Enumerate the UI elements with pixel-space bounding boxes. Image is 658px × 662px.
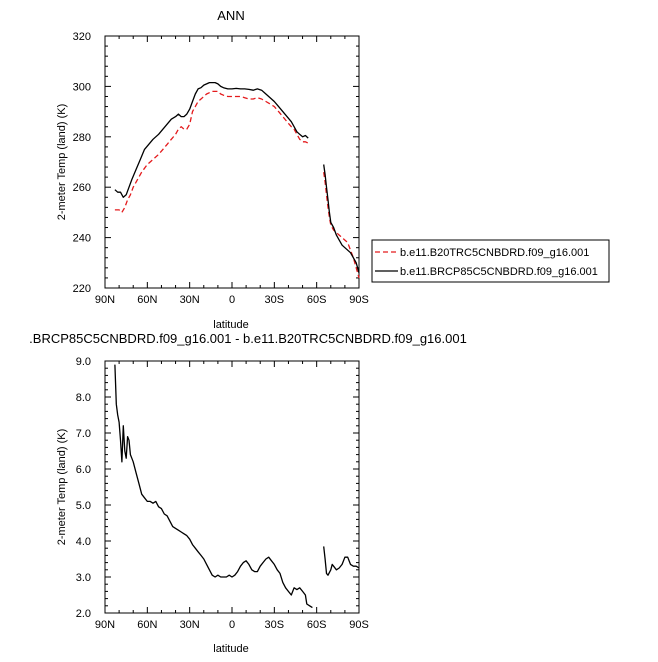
panel1-ticks: 90N 60N 30N 0 30S 60S 90S 220 240 260 280 300 320 <box>73 31 369 306</box>
panel2-ticks: 90N 60N 30N 0 30S 60S 90S 2.0 3.0 4.0 5.0 6.0 7.0 8.0… <box>76 356 369 631</box>
panel1-series-0-line <box>323 172 360 279</box>
panel2-series-0-line <box>114 364 313 609</box>
panel1-series-1-line <box>114 81 309 198</box>
panel2-x-tick-label: 60N <box>137 619 157 631</box>
panel2-y-tick-label: 6.0 <box>76 464 91 476</box>
panel1-x-tick-label: 60S <box>307 294 327 306</box>
panel2-y-tick-label: 3.0 <box>76 572 91 584</box>
panel1-title: ANN <box>217 8 244 23</box>
panel-annual-temperature: ANN 90N 60N 30N 0 30S 60S 90S 220 240 260 280 300 32… <box>56 8 610 331</box>
panel-temperature-difference: .BRCP85C5CNBDRD.f09_g16.001 - b.e11.B20T… <box>29 331 467 655</box>
panel1-x-tick-label: 0 <box>229 294 235 306</box>
panel1-x-tick-label: 30N <box>180 294 200 306</box>
panel1-x-axis-label: latitude <box>213 319 248 331</box>
panel1-x-tick-label: 60N <box>137 294 157 306</box>
panel2-y-tick-label: 8.0 <box>76 392 91 404</box>
panel2-title: .BRCP85C5CNBDRD.f09_g16.001 - b.e11.B20T… <box>29 331 467 346</box>
panel1-y-tick-label: 240 <box>73 233 91 245</box>
panel2-y-tick-label: 5.0 <box>76 500 91 512</box>
panel1-plot-frame <box>104 35 360 289</box>
panel1-series-1-line <box>323 164 360 274</box>
legend-label-rcp85: b.e11.BRCP85C5CNBDRD.f09_g16.001 <box>400 266 598 278</box>
panel2-x-tick-label: 90N <box>95 619 115 631</box>
panel2-y-tick-label: 4.0 <box>76 536 91 548</box>
panel1-x-tick-label: 30S <box>265 294 285 306</box>
panel2-y-axis-label: 2-meter Temp (land) (K) <box>56 429 68 546</box>
panel1-legend: b.e11.B20TRC5CNBDRD.f09_g16.001 b.e11.BR… <box>371 239 610 283</box>
panel2-plot-frame <box>104 360 360 614</box>
panel1-y-tick-label: 220 <box>73 283 91 295</box>
panel1-y-tick-label: 280 <box>73 132 91 144</box>
panel2-x-tick-label: 60S <box>307 619 327 631</box>
panel2-y-tick-label: 9.0 <box>76 356 91 368</box>
legend-box <box>371 239 610 283</box>
panel2-x-tick-label: 30N <box>180 619 200 631</box>
panel2-x-axis-label: latitude <box>213 643 248 655</box>
panel1-y-tick-label: 300 <box>73 81 91 93</box>
panel1-y-axis-label: 2-meter Temp (land) (K) <box>56 104 68 221</box>
panel2-series-0-line <box>323 546 360 576</box>
panel2-x-tick-label: 90S <box>349 619 369 631</box>
legend-label-historical: b.e11.B20TRC5CNBDRD.f09_g16.001 <box>400 247 589 259</box>
panel1-series <box>114 81 360 279</box>
panel1-y-tick-label: 320 <box>73 31 91 43</box>
panel2-y-tick-label: 7.0 <box>76 428 91 440</box>
panel1-x-tick-label: 90N <box>95 294 115 306</box>
panel1-y-tick-label: 260 <box>73 182 91 194</box>
panel1-x-tick-label: 90S <box>349 294 369 306</box>
panel2-x-tick-label: 30S <box>265 619 285 631</box>
panel2-series <box>114 364 360 609</box>
panel1-series-0-line <box>114 90 309 214</box>
panel2-x-tick-label: 0 <box>229 619 235 631</box>
panel2-y-tick-label: 2.0 <box>76 608 91 620</box>
